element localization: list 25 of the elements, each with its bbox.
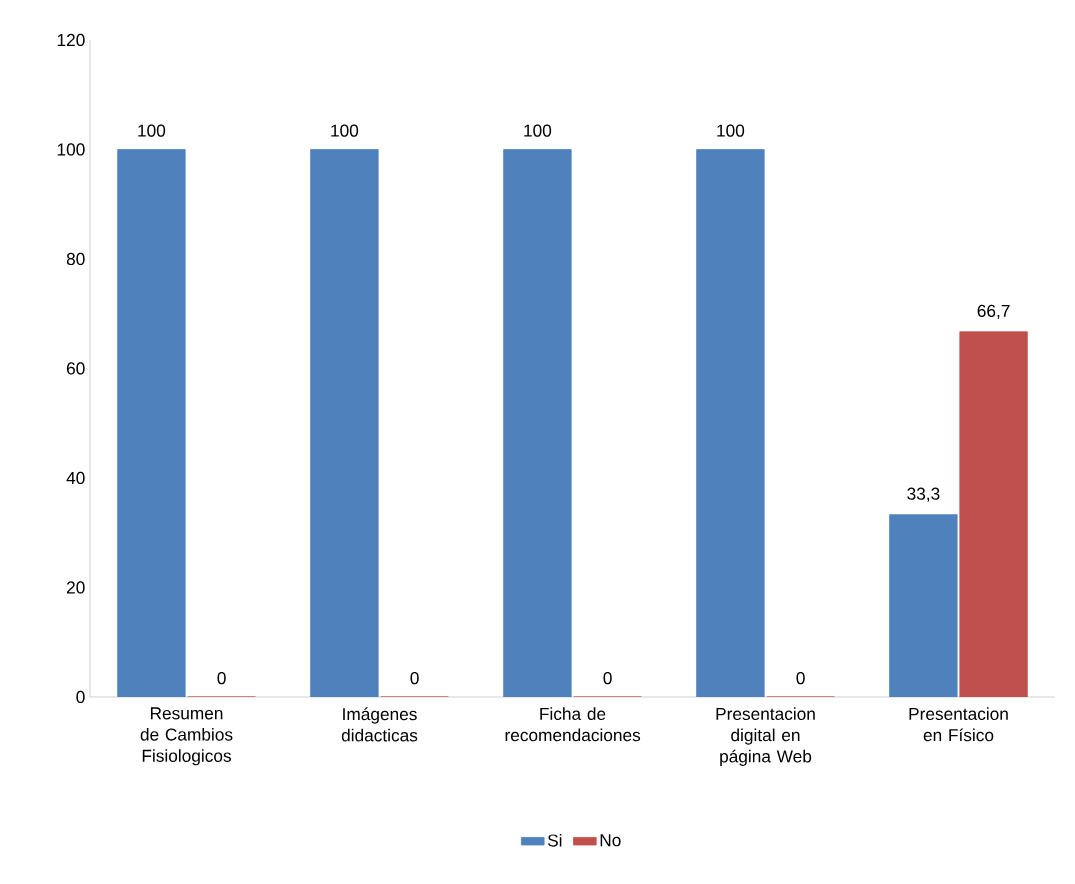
legend-label: Si <box>547 833 562 847</box>
x-tick-label: Ficha de recomendaciones <box>505 707 641 742</box>
y-tick-label: 0 <box>76 690 85 704</box>
data-label: 0 <box>796 671 805 685</box>
x-tick-label: Imágenes didacticas <box>341 707 418 742</box>
data-label: 100 <box>717 124 745 137</box>
data-label: 0 <box>603 671 612 685</box>
bar <box>959 331 1028 697</box>
data-label: 0 <box>217 671 226 685</box>
x-tick-label: Presentacion en Físico <box>909 707 1008 742</box>
y-tick-label: 60 <box>66 362 85 375</box>
y-tick-label: 80 <box>66 252 85 266</box>
data-label: 100 <box>138 124 166 137</box>
y-tick-label: 120 <box>57 33 85 47</box>
x-tick-label: Presentacion digital en página Web <box>716 707 815 766</box>
data-label: 0 <box>410 671 419 685</box>
data-label: 33,3 <box>907 487 940 502</box>
y-tick-label: 40 <box>66 471 85 485</box>
legend-label: No <box>600 834 621 847</box>
x-tick-label: Resumen de Cambios Fisiologicos <box>140 707 233 766</box>
data-label: 100 <box>524 124 552 137</box>
data-label: 100 <box>331 124 359 137</box>
y-tick-label: 100 <box>57 143 85 156</box>
y-tick-label: 20 <box>66 581 85 594</box>
data-label: 66,7 <box>977 304 1010 320</box>
